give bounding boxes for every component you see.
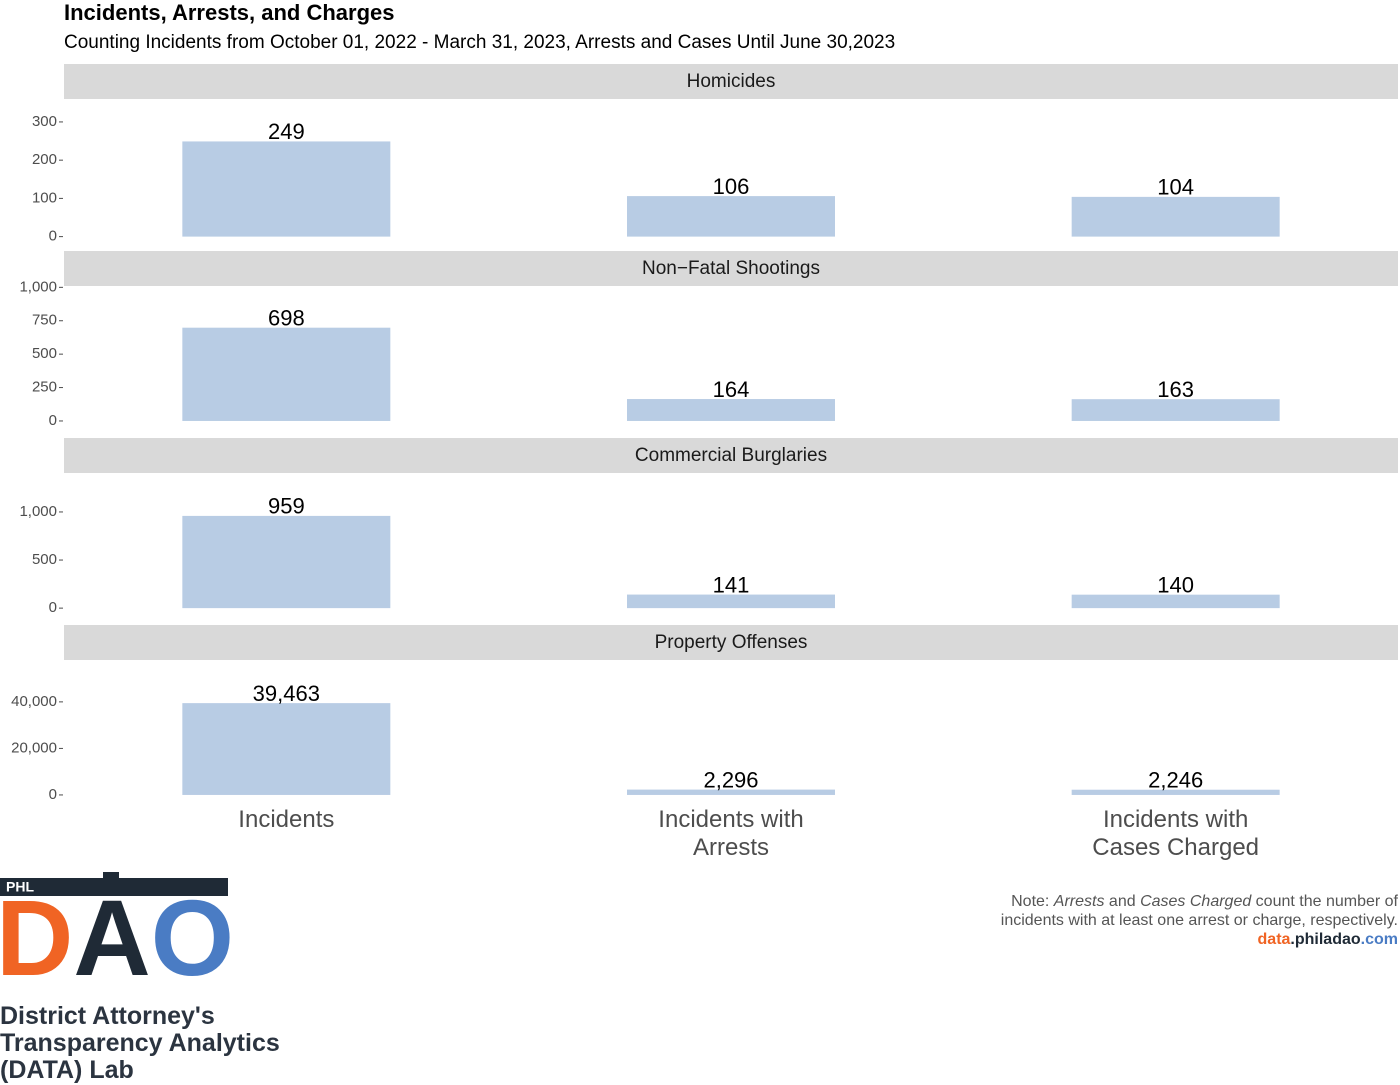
facet-strip <box>64 251 1398 286</box>
logo-caption: District Attorney's Transparency Analyti… <box>0 1003 280 1084</box>
value-label: 959 <box>268 494 305 519</box>
note: Note: Arrests and Cases Charged count th… <box>978 892 1398 930</box>
subtitle: Counting Incidents from October 01, 2022… <box>64 32 896 53</box>
bar <box>1071 399 1280 421</box>
source-text: data <box>1257 931 1291 948</box>
facet-title: Property Offenses <box>655 632 808 653</box>
logo-letter: A <box>73 877 150 995</box>
facet-title: Commercial Burglaries <box>635 445 827 466</box>
y-tick-label: 750 <box>32 312 57 329</box>
bar <box>627 196 835 237</box>
y-tick-label: 500 <box>32 551 57 568</box>
logo-letter: O <box>151 877 234 995</box>
logo-mark: DAO <box>0 877 234 995</box>
facet-title: Non−Fatal Shootings <box>642 258 820 279</box>
bar <box>182 327 391 421</box>
logo-tab <box>103 872 119 880</box>
value-label: 249 <box>268 119 305 144</box>
value-label: 106 <box>713 174 750 199</box>
note-text: Note: <box>1011 893 1054 910</box>
bar <box>627 399 835 421</box>
y-tick-label: 100 <box>32 189 57 206</box>
bar <box>182 703 391 795</box>
y-tick-label: 1,000 <box>19 503 57 520</box>
y-tick-label: 200 <box>32 151 57 168</box>
logo-letter: D <box>0 877 73 995</box>
source-text: .com <box>1360 931 1398 948</box>
value-label: 164 <box>713 377 750 402</box>
facet-strip <box>64 438 1398 473</box>
y-tick-label: 0 <box>49 412 57 429</box>
facet-title: Homicides <box>687 71 776 92</box>
note-text: count the number of incidents with at le… <box>1000 893 1398 929</box>
x-tick-label: Incidents with Cases Charged <box>1092 806 1260 861</box>
source-text: .philadao <box>1290 931 1361 948</box>
y-tick-label: 0 <box>49 228 57 245</box>
title: Incidents, Arrests, and Charges <box>64 0 395 25</box>
caption-line: District Attorney's <box>0 1002 215 1030</box>
bar <box>627 594 835 609</box>
bar <box>182 515 391 609</box>
value-label: 698 <box>268 306 305 331</box>
value-label: 2,296 <box>703 767 758 792</box>
value-label: 141 <box>713 572 750 597</box>
caption-line: Transparency Analytics <box>0 1029 280 1057</box>
y-tick-label: 300 <box>32 113 57 130</box>
x-tick-label: Incidents <box>238 806 335 833</box>
facet-strip <box>64 625 1398 660</box>
bar <box>1071 196 1280 237</box>
value-label: 163 <box>1157 377 1194 402</box>
bar <box>1071 594 1280 609</box>
y-tick-label: 20,000 <box>11 739 57 756</box>
source: data.philadao.com <box>1258 931 1398 949</box>
value-label: 2,246 <box>1148 768 1203 793</box>
bar <box>182 141 391 237</box>
note-text: Cases Charged <box>1140 893 1252 910</box>
note-text: and <box>1104 893 1141 910</box>
x-tick-label: Incidents with Arrests <box>658 806 804 861</box>
note-text: Arrests <box>1053 893 1105 910</box>
y-tick-label: 40,000 <box>11 693 57 710</box>
logo-bar <box>0 878 228 896</box>
logo-badge: PHL <box>6 879 34 895</box>
y-tick-label: 250 <box>32 379 57 396</box>
bar <box>1071 789 1280 795</box>
bar <box>627 789 835 795</box>
value-label: 104 <box>1157 175 1194 200</box>
y-tick-label: 500 <box>32 345 57 362</box>
caption-line: (DATA) Lab <box>0 1056 134 1084</box>
value-label: 140 <box>1157 572 1194 597</box>
y-tick-label: 1,000 <box>19 278 57 295</box>
value-label: 39,463 <box>253 681 320 706</box>
chart: Homicides 0 100 200 300 249 106 104 Non−Fatal Sh… <box>11 64 1398 803</box>
y-tick-label: 0 <box>49 786 57 803</box>
logo: PHL DAO <box>0 872 234 995</box>
facet-strip <box>64 64 1398 99</box>
y-tick-label: 0 <box>49 599 57 616</box>
